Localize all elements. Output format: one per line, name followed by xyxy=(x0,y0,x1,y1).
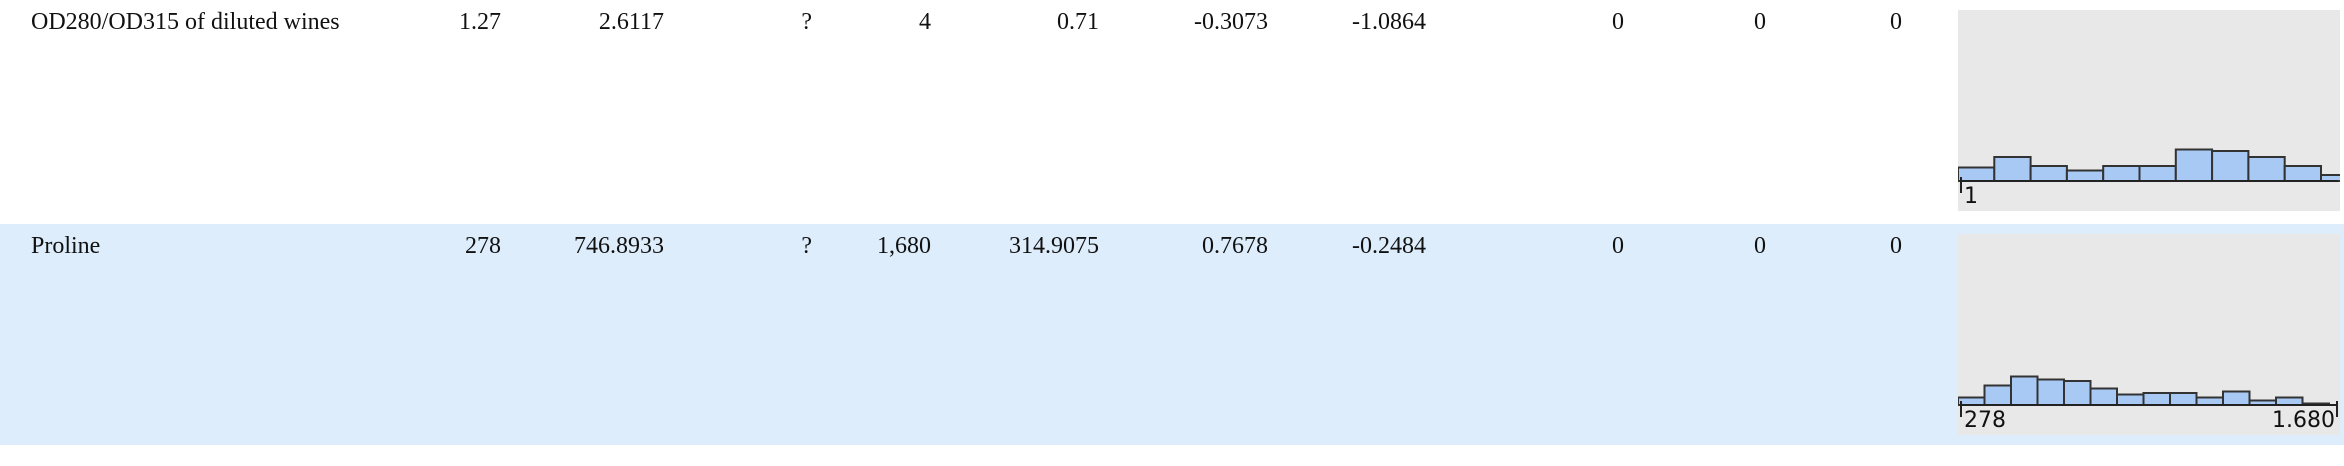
stat-cell: 0 xyxy=(1612,9,1624,35)
axis-label: 278 xyxy=(1964,408,2006,433)
stat-cell: ? xyxy=(801,9,812,35)
histogram-bar xyxy=(2102,165,2141,182)
histogram-bar xyxy=(2222,390,2251,406)
histogram-bar xyxy=(2320,174,2340,182)
histogram-bar xyxy=(1993,156,2032,182)
histogram-bar xyxy=(2283,165,2323,182)
table-row: Proline 278 746.8933? 1,680 314.9075 0.7678 -0… xyxy=(0,224,2344,445)
axis-label: 1.680 xyxy=(2272,408,2335,433)
histogram-bar xyxy=(2029,165,2068,182)
histogram-bar xyxy=(2275,396,2304,406)
histogram-bar xyxy=(2010,375,2039,406)
histogram-bar xyxy=(2169,392,2198,406)
stat-cell: ? xyxy=(801,233,812,259)
histogram-bar xyxy=(2195,396,2224,406)
histogram-bar xyxy=(1958,166,1996,182)
stat-cell: 0 xyxy=(1890,233,1902,259)
stat-cell: 0 xyxy=(1754,233,1766,259)
feature-name: Proline xyxy=(31,233,101,259)
stat-cell: -1.0864 xyxy=(1352,9,1426,35)
stat-cell: 314.9075 xyxy=(1009,233,1099,259)
axis-label: 1 xyxy=(1964,184,1978,209)
histogram-bar xyxy=(1983,384,2012,406)
stat-cell: 746.8933 xyxy=(574,233,664,259)
histogram-bar xyxy=(2089,387,2118,406)
stat-cell: 2.6117 xyxy=(598,9,664,35)
table-row: OD280/OD315 of diluted wines 1.27 2.6117? 4… xyxy=(0,0,2344,221)
histogram-bar xyxy=(2116,393,2145,406)
histogram-bar xyxy=(2065,169,2105,182)
histogram-bar xyxy=(2247,156,2286,182)
stat-cell: -0.2484 xyxy=(1352,233,1426,259)
histogram-bar xyxy=(2036,378,2065,406)
stat-cell: 278 xyxy=(465,233,501,259)
stat-cell: 0.71 xyxy=(1057,9,1099,35)
histogram-bar xyxy=(2174,148,2214,182)
feature-name: OD280/OD315 of diluted wines xyxy=(31,9,340,35)
stat-cell: 4 xyxy=(919,9,931,35)
histogram-bar xyxy=(2138,165,2177,182)
histogram: 278 1.680 xyxy=(1958,234,2340,435)
histogram-bar xyxy=(2142,392,2171,406)
stat-cell: 1,680 xyxy=(877,233,931,259)
stat-cell: 0 xyxy=(1612,233,1624,259)
histogram: 1 xyxy=(1958,10,2340,211)
histogram-bar xyxy=(2063,380,2092,406)
stat-cell: 1.27 xyxy=(459,9,501,35)
stat-cell: -0.3073 xyxy=(1194,9,1268,35)
stat-cell: 0.7678 xyxy=(1202,233,1268,259)
stat-cell: 0 xyxy=(1890,9,1902,35)
stat-cell: 0 xyxy=(1754,9,1766,35)
histogram-bar xyxy=(2211,150,2250,182)
